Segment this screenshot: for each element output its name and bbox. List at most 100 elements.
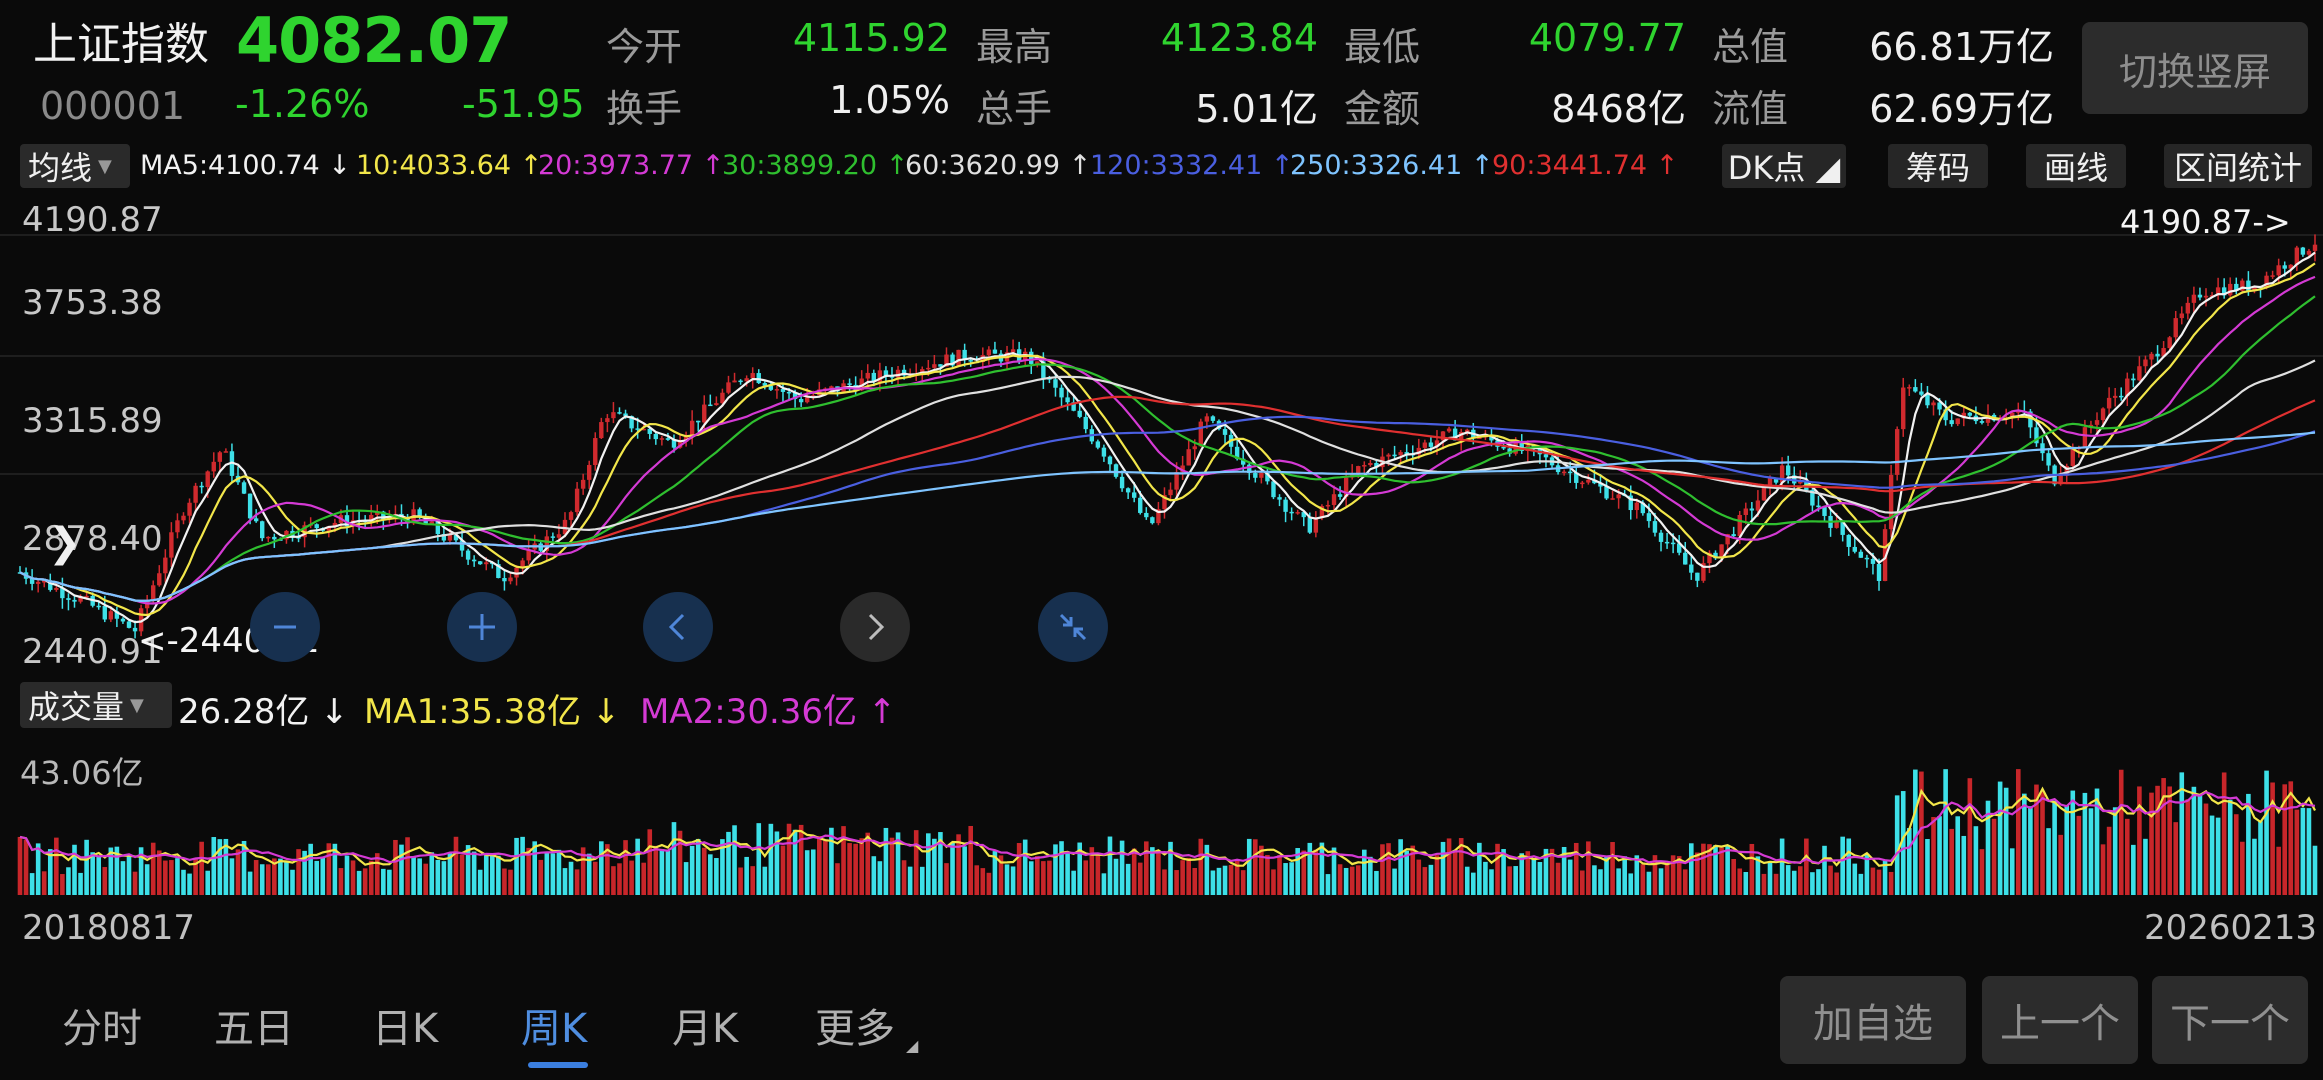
tab-4[interactable]: 月K	[672, 1006, 739, 1052]
stat-label: 流值	[1712, 87, 1789, 131]
chart-tool-button[interactable]: 区间统计	[2164, 144, 2312, 188]
volume-bar	[223, 838, 229, 895]
switch-portrait-button[interactable]: 切换竖屏	[2082, 22, 2308, 114]
chart-tool-button[interactable]: 画线	[2026, 144, 2126, 188]
tab-3[interactable]: 周K	[521, 1006, 588, 1052]
tab-2[interactable]: 日K	[372, 1006, 439, 1052]
volume-bar	[804, 850, 810, 895]
stat-value: 8468亿	[1551, 87, 1686, 131]
reset-zoom-button[interactable]	[1038, 592, 1108, 662]
candle	[1138, 497, 1143, 513]
bottom-button[interactable]: 加自选	[1780, 976, 1966, 1064]
y-axis-label: 3315.89	[22, 401, 163, 441]
volume-bar	[1446, 838, 1452, 895]
indicator-select[interactable]: 均线 ▼	[20, 144, 130, 188]
candle	[1125, 488, 1131, 493]
candle	[1616, 494, 1621, 499]
volume-bar	[1428, 864, 1434, 895]
candle	[792, 392, 798, 399]
volume-bar	[1664, 862, 1670, 895]
candle	[587, 465, 592, 480]
volume-indicator-select[interactable]: 成交量 ▼	[20, 682, 172, 728]
volume-bar	[126, 855, 132, 895]
volume-bar	[1277, 855, 1282, 895]
volume-bar	[1804, 838, 1809, 895]
zoom-out-button[interactable]	[250, 592, 320, 662]
volume-bar	[114, 846, 120, 895]
volume-bar	[1634, 855, 1640, 895]
chart-tool-button[interactable]: DK点 ◢	[1722, 144, 1846, 188]
candle	[1198, 421, 1204, 447]
zoom-in-button[interactable]	[447, 592, 517, 662]
candle	[641, 428, 646, 431]
volume-bar	[17, 836, 23, 895]
volume-bar	[1216, 867, 1222, 895]
volume-bar	[1440, 841, 1446, 895]
candle	[453, 534, 459, 541]
candle	[1574, 472, 1579, 483]
volume-bar	[2003, 787, 2009, 895]
volume-bar	[762, 866, 768, 895]
candle	[932, 364, 937, 368]
candle	[284, 530, 289, 540]
candle	[35, 581, 41, 584]
bottom-button[interactable]: 下一个	[2152, 976, 2308, 1064]
bottom-button[interactable]: 上一个	[1982, 976, 2138, 1064]
index-code: 000001	[40, 84, 186, 128]
candle	[96, 605, 101, 608]
tab-1[interactable]: 五日	[214, 1006, 294, 1052]
volume-bar	[1919, 771, 1924, 895]
volume-bar	[1470, 872, 1476, 895]
candle	[1131, 492, 1137, 498]
ma5-line	[19, 251, 2316, 624]
candle	[375, 511, 380, 515]
volume-bar	[2191, 786, 2197, 895]
scroll-right-button[interactable]	[840, 592, 910, 662]
volume-bar	[1858, 873, 1864, 895]
tab-5[interactable]: 更多	[815, 1006, 895, 1052]
kline-chart[interactable]	[0, 195, 2323, 675]
volume-bar	[1519, 853, 1525, 895]
candle	[1834, 521, 1839, 528]
volume-bar	[1991, 818, 1997, 895]
volume-bar	[90, 852, 95, 895]
volume-ma2: MA2:30.36亿 ↑	[640, 692, 897, 732]
volume-bar	[169, 860, 174, 895]
candle	[417, 509, 422, 518]
volume-bar	[938, 832, 943, 895]
volume-bar	[1579, 870, 1585, 895]
volume-bar	[296, 849, 301, 895]
volume-bar	[2300, 807, 2306, 895]
high-marker: 4190.87->	[2120, 203, 2291, 241]
volume-bar	[496, 855, 501, 895]
candle	[1913, 387, 1918, 392]
scroll-left-button[interactable]	[643, 592, 713, 662]
candle	[1041, 361, 1046, 379]
candle	[2173, 318, 2178, 338]
chart-tool-button[interactable]: 筹码	[1888, 144, 1988, 188]
candle	[1979, 421, 1985, 423]
candle	[1416, 447, 1421, 455]
volume-bar	[411, 856, 416, 895]
tab-0[interactable]: 分时	[62, 1006, 142, 1052]
minus-icon	[274, 625, 296, 629]
volume-bar	[350, 860, 356, 895]
volume-bar	[181, 869, 186, 895]
volume-bar	[1234, 859, 1240, 895]
candle	[623, 413, 628, 417]
candle	[1598, 483, 1603, 487]
volume-bar	[1198, 838, 1204, 895]
volume-bar	[265, 864, 271, 895]
volume-bar	[665, 850, 671, 895]
volume-bar	[2173, 822, 2179, 895]
candle	[986, 349, 992, 356]
volume-bar	[429, 852, 435, 895]
expand-left-icon[interactable]: ❯	[48, 520, 82, 566]
more-dropdown-icon: ◢	[906, 1036, 919, 1055]
volume-bar	[726, 831, 731, 895]
volume-bar	[1525, 851, 1531, 895]
volume-chart[interactable]	[0, 735, 2323, 895]
volume-bar	[278, 858, 283, 895]
candle	[968, 360, 973, 362]
volume-bar	[1489, 869, 1494, 895]
